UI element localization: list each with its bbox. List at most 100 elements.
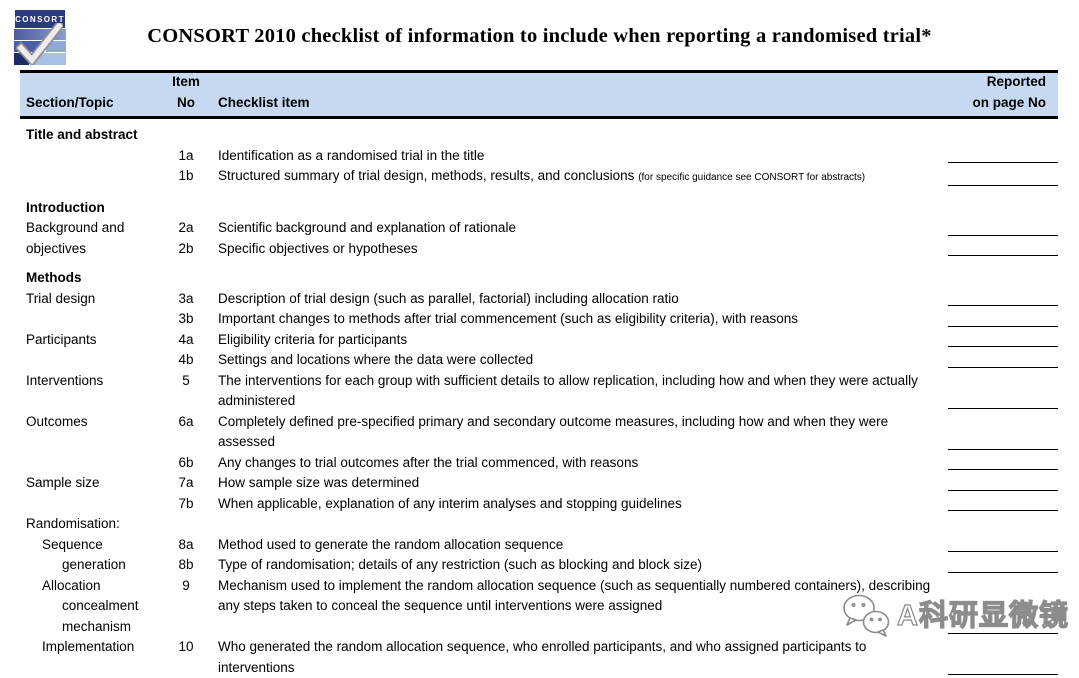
item-note-small-text: (for specific guidance see CONSORT for a… <box>638 172 866 183</box>
topic-cell: Background and objectives <box>26 220 125 256</box>
checklist-row-4a: 4a Eligibility criteria for participants <box>166 330 1058 351</box>
page-no-blank-line <box>948 489 1058 491</box>
checklist-item-text: Specific objectives or hypotheses <box>218 240 418 256</box>
topic-cell: Sample size <box>26 475 100 490</box>
page-no-blank-line <box>948 510 1058 511</box>
watermark-text: A科研显微镜 <box>896 599 1069 632</box>
topic-cell: Trial design <box>26 290 96 306</box>
page-no-blank-line <box>948 366 1058 368</box>
checklist-item-text: How sample size was determined <box>218 475 420 490</box>
section-methods: Methods <box>26 270 82 285</box>
item-no: 3b <box>178 311 194 326</box>
topic-cell <box>20 146 166 189</box>
reported-cell <box>943 494 1058 515</box>
checklist-item-text: The interventions for each group with su… <box>218 372 918 409</box>
page-no-blank-line <box>948 255 1058 256</box>
page-title: CONSORT 2010 checklist of information to… <box>147 25 932 47</box>
reported-cell <box>943 535 1058 556</box>
page-no-blank-line <box>948 305 1058 306</box>
checklist-item-text: Who generated the random allocation sequ… <box>218 639 867 675</box>
checklist-row-8b: 8b Type of randomisation; details of any… <box>166 555 1058 576</box>
checkmark-icon <box>16 23 63 65</box>
item-no: 6a <box>178 413 194 429</box>
row-group-implementation: Implementation 10 Who generated the rand… <box>20 637 1058 678</box>
item-no: 1a <box>178 147 194 163</box>
reported-cell <box>943 371 1058 412</box>
checklist-item-text: Type of randomisation; details of any re… <box>218 557 702 572</box>
reported-cell <box>943 218 1058 239</box>
header-item-no: Item No <box>172 74 200 110</box>
item-no: 8a <box>178 536 194 552</box>
reported-cell <box>943 453 1058 474</box>
row-group-allocation-concealment: Allocation concealment mechanism 9 Mecha… <box>20 576 1058 638</box>
document-header: CONSORT CONSORT 2010 checklist of inform… <box>0 0 1079 70</box>
checklist-row-8a: 8a Method used to generate the random al… <box>166 535 1058 556</box>
item-no: 9 <box>182 577 190 593</box>
checklist-row-3b: 3b Important changes to methods after tr… <box>166 309 1058 330</box>
item-no: 2b <box>178 240 194 256</box>
checklist-row-3a: 3a Description of trial design (such as … <box>166 289 1058 310</box>
row-group-title-abstract: 1a Identification as a randomised trial … <box>20 146 1058 189</box>
watermark: A科研显微镜 <box>840 593 1069 639</box>
checklist-row-7a: 7a How sample size was determined <box>166 473 1058 494</box>
page-no-blank-line <box>948 448 1058 450</box>
item-no: 7a <box>178 475 194 490</box>
checklist-item-text: Method used to generate the random alloc… <box>218 536 564 552</box>
reported-cell <box>943 309 1058 330</box>
checklist-row-10: 10 Who generated the random allocation s… <box>166 637 1058 678</box>
consort-logo-wordmark: CONSORT <box>15 10 65 28</box>
header-section-topic: Section/Topic <box>26 94 114 110</box>
checklist-item-text: Mechanism used to implement the random a… <box>218 577 931 614</box>
logo-bar <box>14 29 66 40</box>
section-introduction: Introduction <box>26 199 105 215</box>
reported-cell <box>943 473 1058 494</box>
row-group-sequence-generation: Sequence generation 8a Method used to ge… <box>20 535 1058 576</box>
checklist-item-text: When applicable, explanation of any inte… <box>218 495 682 511</box>
checklist-item-text: Eligibility criteria for participants <box>218 331 408 347</box>
topic-cell: Implementation <box>42 639 135 654</box>
checklist-item-text: Description of trial design (such as par… <box>218 290 679 306</box>
table-body: Title and abstract 1a Identification as … <box>20 119 1058 678</box>
checklist-row-9: 9 Mechanism used to implement the random… <box>166 576 1058 638</box>
reported-cell <box>943 350 1058 371</box>
item-no: 5 <box>182 372 190 388</box>
topic-cell: Outcomes <box>26 413 88 429</box>
topic-cell: Sequence generation <box>42 536 126 573</box>
reported-cell <box>943 555 1058 576</box>
checklist-row-2a: 2a Scientific background and explanation… <box>166 218 1058 239</box>
item-no: 8b <box>178 557 194 572</box>
page-no-blank-line <box>948 184 1058 186</box>
page-no-blank-line <box>948 346 1058 347</box>
checklist-item-text: Identification as a randomised trial in … <box>218 147 485 163</box>
table-header-row: Section/Topic Item No Checklist item Rep… <box>20 70 1058 119</box>
item-no: 1b <box>178 168 194 183</box>
page-no-blank-line <box>948 325 1058 327</box>
row-group-trial-design: Trial design 3a Description of trial des… <box>20 289 1058 330</box>
checklist-row-1b: 1b Structured summary of trial design, m… <box>166 166 1058 189</box>
reported-cell <box>943 412 1058 453</box>
reported-cell <box>943 637 1058 678</box>
checklist-item-text: Important changes to methods after trial… <box>218 311 798 326</box>
reported-cell <box>943 576 1058 638</box>
logo-cell <box>46 41 66 52</box>
page-no-blank-line <box>948 551 1058 552</box>
row-group-sample-size: Sample size 7a How sample size was deter… <box>20 473 1058 514</box>
topic-cell: Participants <box>26 331 97 347</box>
checklist-item-text: Scientific background and explanation of… <box>218 220 516 235</box>
topic-cell: Interventions <box>26 372 104 388</box>
section-title-and-abstract: Title and abstract <box>26 127 138 142</box>
checklist-row-2b: 2b Specific objectives or hypotheses <box>166 239 1058 260</box>
reported-cell <box>943 166 1058 189</box>
row-group-interventions: Interventions 5 The interventions for ea… <box>20 371 1058 412</box>
row-group-participants: Participants 4a Eligibility criteria for… <box>20 330 1058 371</box>
subsection-randomisation: Randomisation: <box>26 516 120 531</box>
item-no: 4b <box>178 352 194 367</box>
row-group-outcomes: Outcomes 6a Completely defined pre-speci… <box>20 412 1058 474</box>
reported-cell <box>943 289 1058 310</box>
checklist-item-text: Settings and locations where the data we… <box>218 352 534 367</box>
consort-logo: CONSORT <box>14 10 66 65</box>
page-no-blank-line <box>948 469 1058 470</box>
checklist-row-4b: 4b Settings and locations where the data… <box>166 350 1058 371</box>
item-no: 6b <box>178 454 194 470</box>
checklist-row-6a: 6a Completely defined pre-specified prim… <box>166 412 1058 453</box>
